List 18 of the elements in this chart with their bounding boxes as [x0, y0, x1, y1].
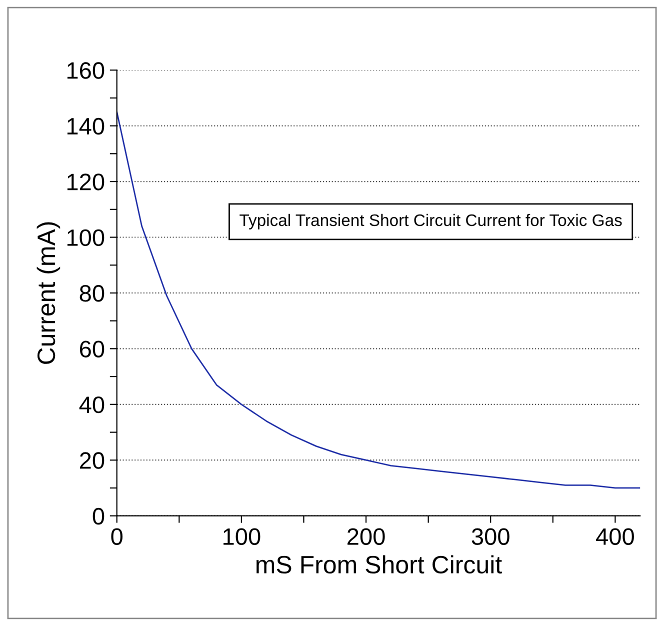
annotation: Typical Transient Short Circuit Current for Toxic Gas: [240, 214, 622, 230]
y-tick-label: 100: [67, 229, 104, 246]
y-tick-label: 120: [67, 174, 104, 190]
y-tick-label: 60: [80, 340, 104, 358]
y-axis-title: Current (mA): [36, 222, 60, 364]
x-tick-label: 400: [596, 528, 634, 545]
x-tick-label: 100: [224, 528, 260, 545]
y-tick-label: 0: [92, 508, 104, 525]
y-tick-label: 40: [79, 396, 104, 414]
line-series: [116, 111, 640, 489]
x-axis-title: mS From Short Circuit: [256, 555, 502, 574]
y-tick-label: 80: [80, 285, 104, 302]
x-tick-label: 200: [348, 528, 385, 545]
x-tick-label: 0: [111, 528, 123, 545]
y-tick-label: 140: [67, 118, 104, 135]
y-tick-label: 20: [80, 452, 104, 469]
x-tick-label: 300: [472, 528, 510, 545]
y-tick-label: 160: [67, 62, 104, 79]
